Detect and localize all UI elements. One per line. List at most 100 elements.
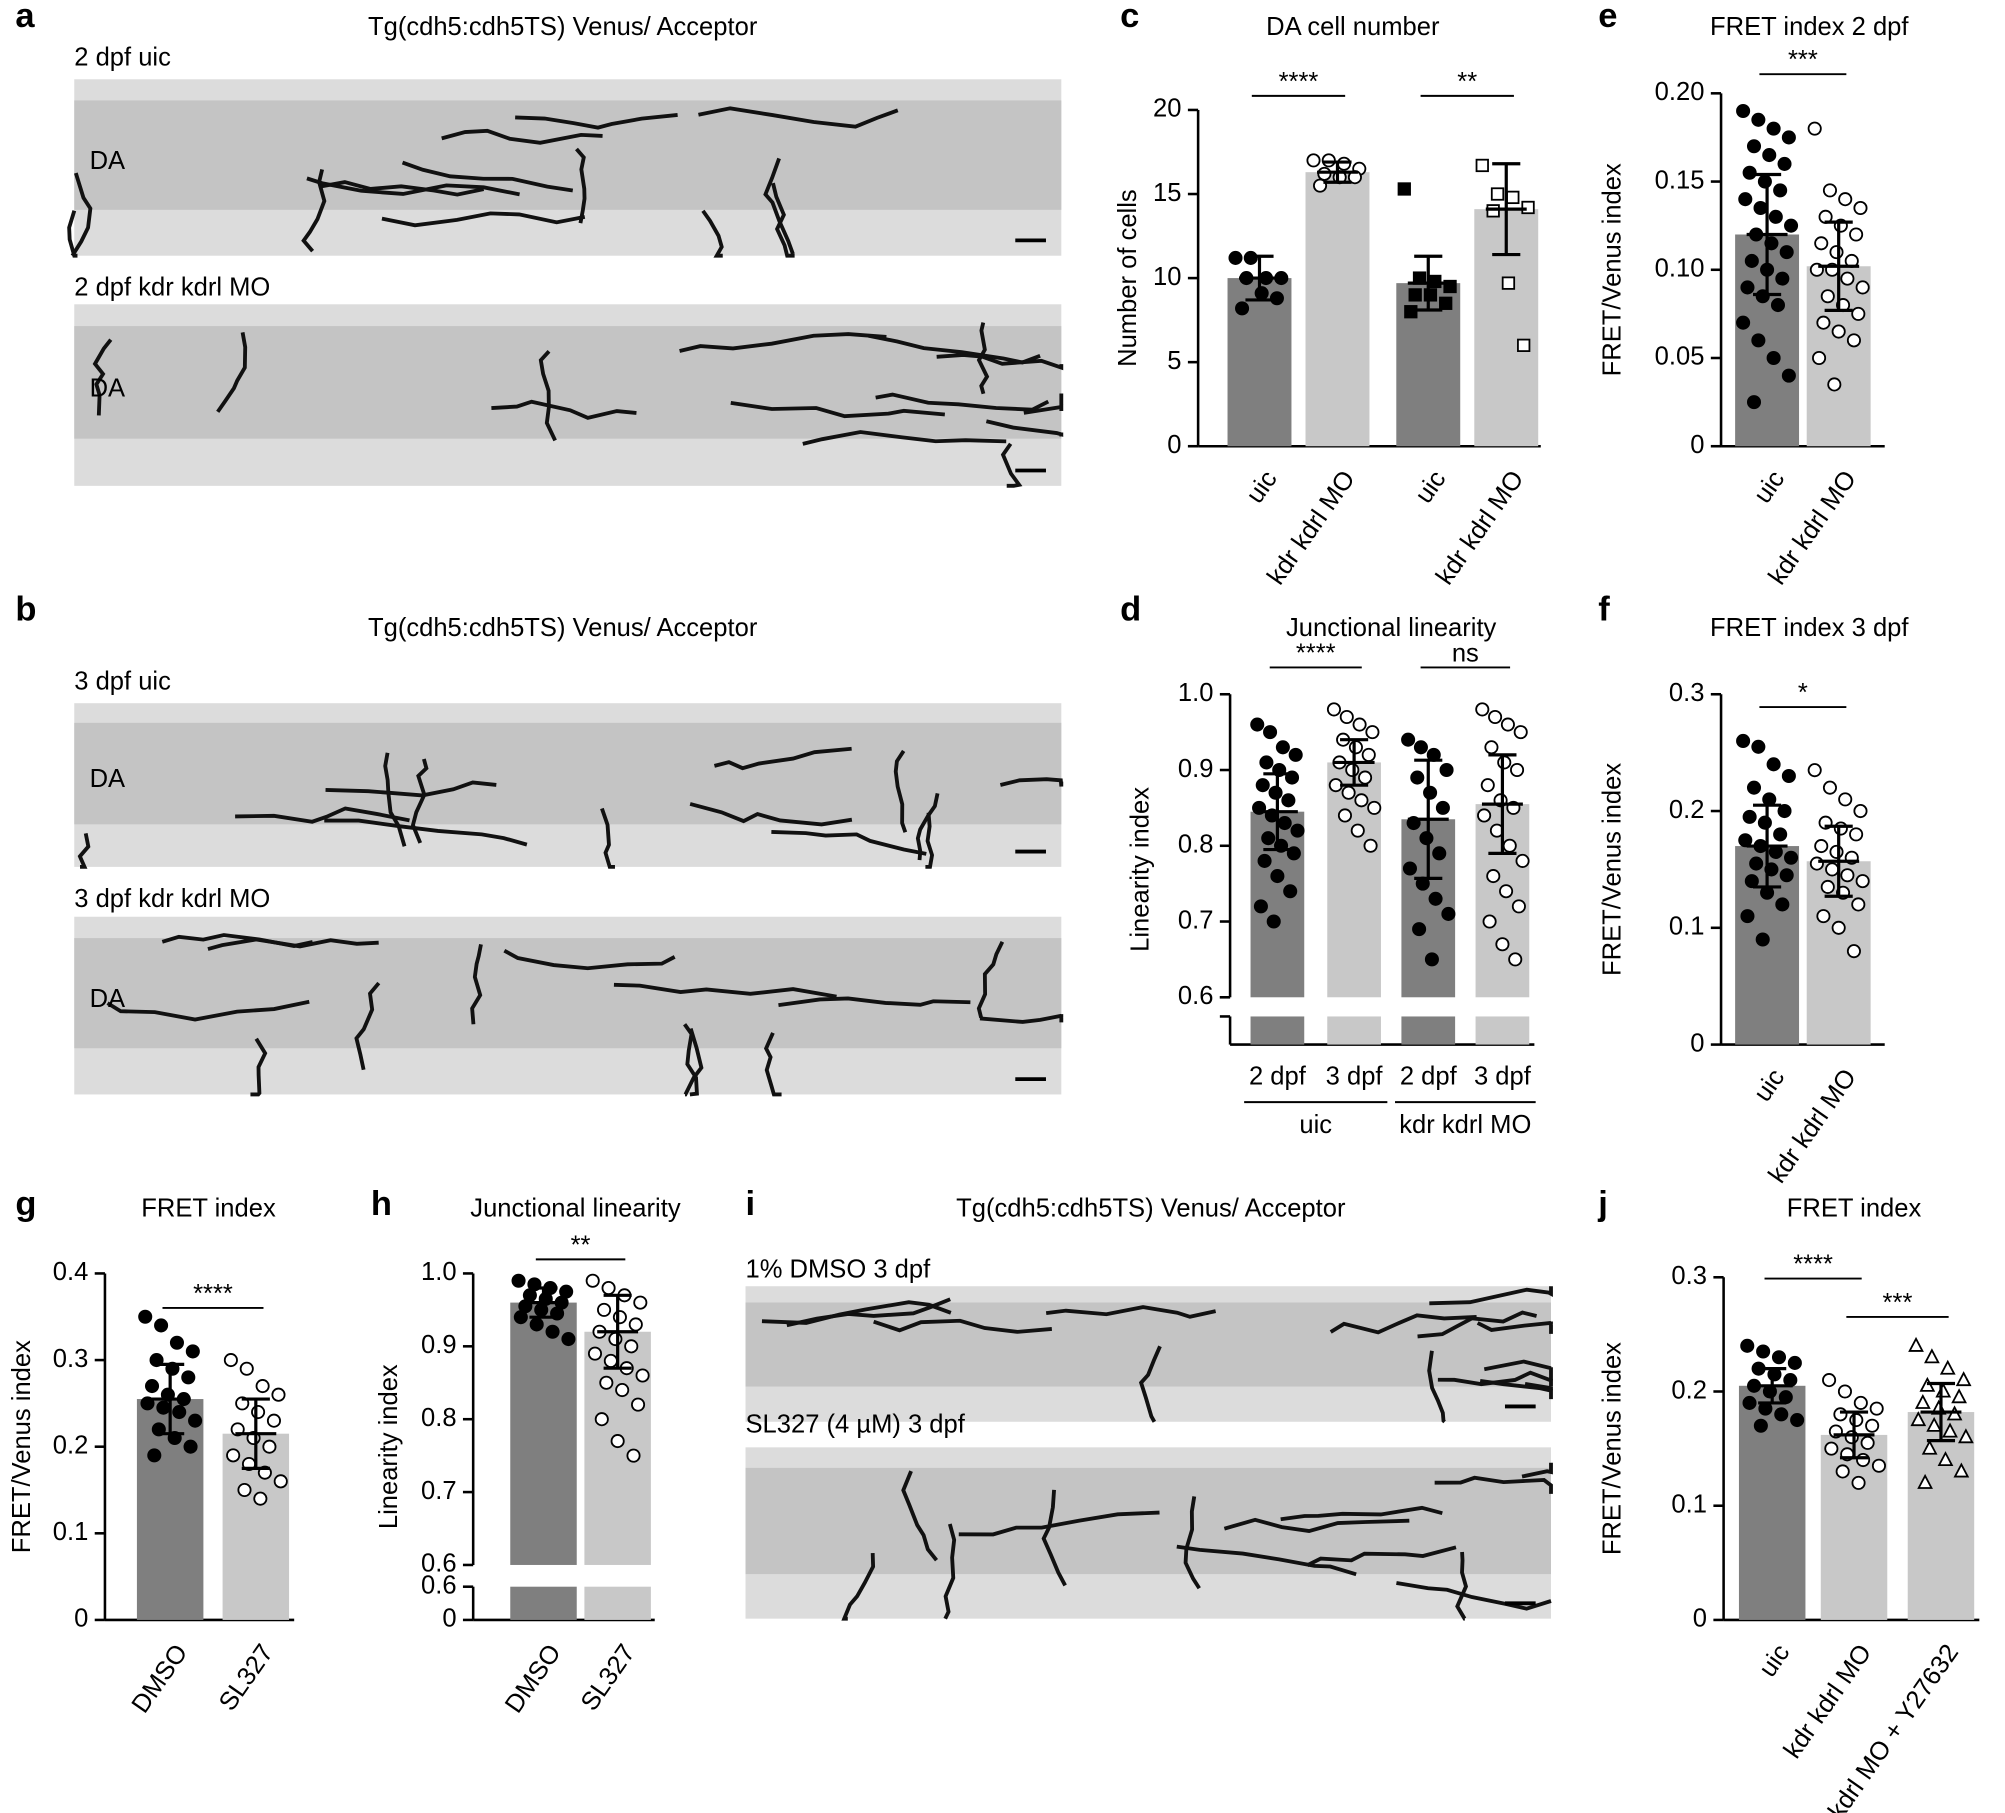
panel-letter: g	[15, 1185, 36, 1223]
junction	[70, 172, 93, 257]
chart-title: FRET index	[141, 1194, 276, 1222]
bar-base	[1401, 1016, 1456, 1045]
y-axis-label: Linearity index	[1127, 787, 1155, 952]
data-point	[1500, 717, 1515, 732]
data-point	[1501, 276, 1516, 290]
data-point	[1354, 793, 1369, 808]
data-point	[1787, 1355, 1802, 1370]
data-point	[1958, 1428, 1974, 1444]
image-label: 3 dpf uic	[74, 668, 171, 696]
junction	[1329, 1313, 1477, 1335]
image-label: 2 dpf uic	[74, 44, 171, 72]
junction	[979, 1013, 1064, 1024]
x-tick-label: DMSO	[500, 1639, 567, 1718]
bar	[1907, 1412, 1975, 1620]
data-point	[513, 1310, 528, 1325]
data-point	[273, 1474, 288, 1489]
data-point	[1781, 130, 1796, 145]
data-point	[624, 1339, 639, 1354]
junction	[1437, 1370, 1553, 1387]
panel-title: Tg(cdh5:cdh5TS) Venus/ Acceptor	[956, 1194, 1346, 1222]
data-point	[1281, 793, 1296, 808]
vessel-lumen	[74, 722, 1062, 825]
data-point	[511, 1273, 526, 1288]
y-axis-label: FRET/Venus index	[8, 1340, 36, 1553]
junction	[306, 176, 520, 197]
data-point	[1822, 1373, 1837, 1388]
data-point	[154, 1318, 169, 1333]
bar-base	[1475, 1016, 1530, 1045]
data-point	[1259, 755, 1274, 770]
junction	[893, 749, 908, 833]
data-point	[1816, 315, 1831, 330]
data-point	[1837, 1384, 1852, 1399]
data-point	[1853, 804, 1868, 819]
data-point	[237, 1482, 252, 1498]
junction	[1479, 1378, 1553, 1400]
data-point	[1865, 1418, 1880, 1433]
data-point	[1835, 1464, 1850, 1479]
data-point	[1781, 768, 1796, 784]
data-point	[251, 1405, 266, 1420]
data-point	[594, 1412, 609, 1427]
bar	[510, 1302, 577, 1565]
bar	[1227, 278, 1292, 447]
junction	[1000, 442, 1023, 488]
data-point	[1771, 1350, 1787, 1365]
y-tick-label: 1.0	[421, 1258, 457, 1286]
data-point	[1766, 757, 1781, 772]
junction	[515, 113, 678, 130]
junction	[1455, 1551, 1469, 1621]
data-point	[587, 1346, 603, 1361]
junction	[1183, 1496, 1201, 1590]
data-point	[1814, 236, 1829, 251]
data-point	[1254, 286, 1269, 301]
junction	[763, 1032, 782, 1097]
data-point	[1807, 121, 1822, 136]
junction	[325, 780, 497, 798]
junction	[1396, 1581, 1552, 1611]
y-axis-label: Number of cells	[1114, 189, 1142, 367]
data-point	[188, 1413, 203, 1428]
data-point	[1413, 740, 1428, 755]
data-point	[1250, 717, 1265, 732]
image-label: 1% DMSO 3 dpf	[746, 1256, 932, 1284]
data-point	[585, 1273, 600, 1288]
group-label: uic	[1299, 1111, 1332, 1139]
data-point	[1477, 808, 1492, 823]
y-tick-label: 10	[1153, 263, 1181, 291]
chart-panel-e: e FRET index 2 dpf FRET/Venus index 0 0.05 0.…	[1598, 0, 1909, 590]
data-point	[1853, 1395, 1868, 1410]
data-point	[172, 1405, 187, 1420]
y-tick-label: 0.1	[53, 1518, 89, 1546]
data-point	[1746, 395, 1762, 410]
data-point	[1942, 1422, 1958, 1438]
data-point	[255, 1379, 270, 1394]
junction	[701, 209, 724, 258]
data-point	[1774, 1407, 1789, 1422]
data-point	[1506, 190, 1520, 205]
panel-letter: h	[371, 1185, 392, 1223]
significance-label: ****	[1279, 68, 1319, 96]
data-point	[1838, 792, 1853, 807]
junction	[1023, 393, 1064, 415]
bar-base	[1327, 1016, 1381, 1045]
data-point	[631, 1397, 646, 1412]
data-point	[1851, 306, 1866, 321]
data-point	[1924, 1348, 1940, 1364]
x-tick-label: SL327	[214, 1639, 279, 1716]
data-point	[1428, 274, 1442, 289]
data-point	[1855, 874, 1870, 889]
y-tick-label: 0.2	[1671, 1376, 1707, 1404]
data-point	[1253, 899, 1268, 914]
data-point	[1840, 868, 1855, 883]
x-tick-label: uic	[1241, 465, 1283, 508]
data-point	[1740, 909, 1755, 924]
data-point	[169, 1335, 184, 1350]
y-axis-label: Linearity index	[375, 1364, 403, 1529]
data-point	[1751, 333, 1766, 348]
data-point	[1838, 192, 1853, 207]
data-point	[226, 1448, 241, 1463]
data-point	[1341, 785, 1356, 800]
